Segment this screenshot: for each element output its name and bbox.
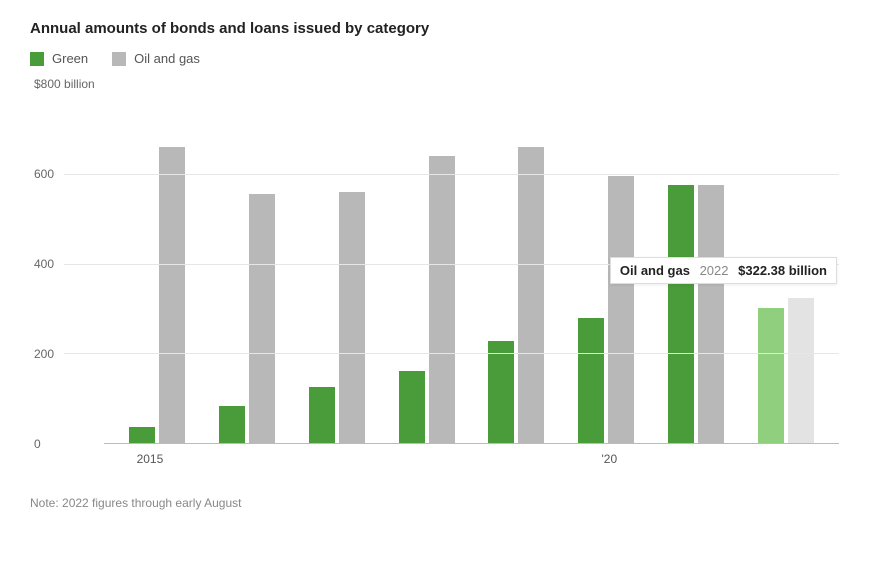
tooltip: Oil and gas 2022 $322.38 billion: [610, 257, 837, 284]
y-tick-label: 600: [34, 167, 54, 181]
bar-green[interactable]: [399, 371, 425, 443]
legend: Green Oil and gas: [30, 51, 845, 66]
chart-area: $800 billion0200400600 Oil and gas 2022 …: [34, 84, 845, 484]
tooltip-series: Oil and gas: [620, 263, 690, 278]
bar-oilgas[interactable]: [698, 185, 724, 443]
bar-green[interactable]: [219, 406, 245, 443]
bar-oilgas[interactable]: [788, 298, 814, 443]
x-tick-label: 2015: [137, 452, 164, 466]
y-tick-label: 400: [34, 257, 54, 271]
legend-swatch-oilgas: [112, 52, 126, 66]
x-tick-label: '20: [601, 452, 617, 466]
gridline: [64, 353, 839, 354]
bar-green[interactable]: [129, 427, 155, 443]
bar-green[interactable]: [668, 185, 694, 443]
legend-label-green: Green: [52, 51, 88, 66]
bar-oilgas[interactable]: [159, 147, 185, 443]
y-tick-label: 200: [34, 347, 54, 361]
gridline: [64, 174, 839, 175]
bar-green[interactable]: [758, 308, 784, 443]
bar-green[interactable]: [578, 318, 604, 443]
chart-title: Annual amounts of bonds and loans issued…: [30, 20, 845, 37]
bar-oilgas[interactable]: [429, 156, 455, 443]
legend-swatch-green: [30, 52, 44, 66]
footnote: Note: 2022 figures through early August: [30, 496, 845, 510]
bar-oilgas[interactable]: [339, 192, 365, 443]
bar-oilgas[interactable]: [518, 147, 544, 443]
bar-green[interactable]: [309, 387, 335, 443]
bar-green[interactable]: [488, 341, 514, 443]
y-tick-label: 0: [34, 437, 41, 451]
tooltip-year: 2022: [700, 263, 729, 278]
tooltip-value: $322.38 billion: [738, 263, 827, 278]
y-tick-label: $800 billion: [34, 77, 95, 91]
legend-item-oilgas: Oil and gas: [112, 51, 200, 66]
bar-oilgas[interactable]: [249, 194, 275, 443]
x-axis: 2015 '20: [104, 444, 839, 484]
plot-area[interactable]: Oil and gas 2022 $322.38 billion: [104, 84, 839, 444]
bar-oilgas[interactable]: [608, 176, 634, 443]
legend-label-oilgas: Oil and gas: [134, 51, 200, 66]
legend-item-green: Green: [30, 51, 88, 66]
